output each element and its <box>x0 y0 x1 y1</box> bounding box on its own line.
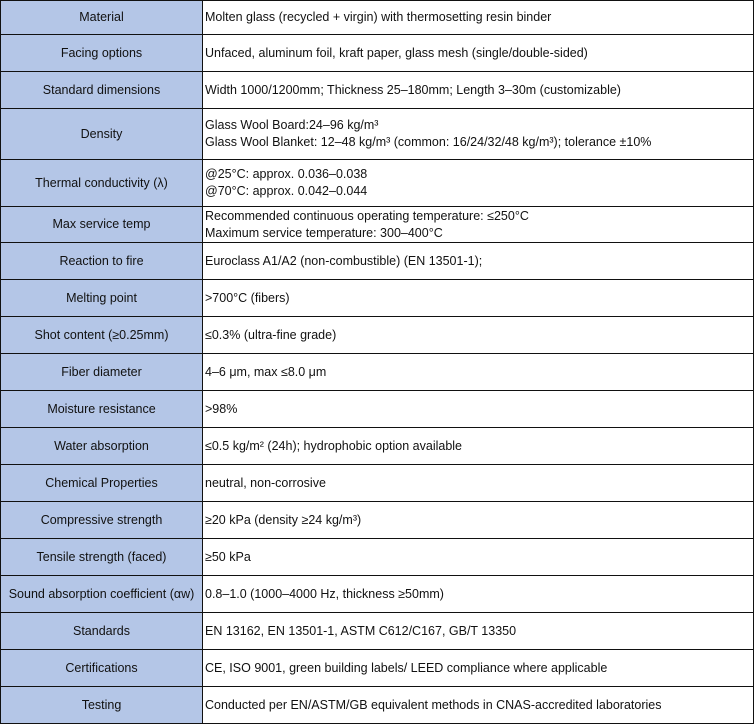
property-value: ≥50 kPa <box>202 538 754 576</box>
property-value: 4–6 μm, max ≤8.0 μm <box>202 353 754 391</box>
value-line: Molten glass (recycled + virgin) with th… <box>205 10 552 24</box>
property-value: EN 13162, EN 13501-1, ASTM C612/C167, GB… <box>202 612 754 650</box>
table-row: Certifications CE, ISO 9001, green buildi… <box>0 649 754 687</box>
table-row: Melting point >700°C (fibers) <box>0 279 754 317</box>
table-row: Chemical Properties neutral, non-corrosiv… <box>0 464 754 502</box>
table-row: Material Molten glass (recycled + virgin)… <box>0 0 754 35</box>
property-label: Shot content (≥0.25mm) <box>0 316 203 354</box>
table-row: Testing Conducted per EN/ASTM/GB equivale… <box>0 686 754 724</box>
value-line: Unfaced, aluminum foil, kraft paper, gla… <box>205 45 588 60</box>
value-line: Conducted per EN/ASTM/GB equivalent meth… <box>205 697 662 712</box>
value-line: >700°C (fibers) <box>205 290 290 305</box>
value-line: EN 13162, EN 13501-1, ASTM C612/C167, GB… <box>205 623 517 638</box>
table-row: Sound absorption coefficient (αw) 0.8–1.0… <box>0 575 754 613</box>
value-line: Glass Wool Board:24–96 kg/m³ <box>205 118 379 132</box>
value-line: 4–6 μm, max ≤8.0 μm <box>205 364 327 379</box>
property-label: Fiber diameter <box>0 353 203 391</box>
property-value: CE, ISO 9001, green building labels/ LEE… <box>202 649 754 687</box>
table-row: Facing options Unfaced, aluminum foil, kr… <box>0 34 754 72</box>
property-value: ≤0.5 kg/m² (24h); hydrophobic option ava… <box>202 427 754 465</box>
table-row: Standards EN 13162, EN 13501-1, ASTM C612… <box>0 612 754 650</box>
property-label: Water absorption <box>0 427 203 465</box>
property-label: Certifications <box>0 649 203 687</box>
property-label: Standards <box>0 612 203 650</box>
value-line: neutral, non-corrosive <box>205 475 326 490</box>
value-line: Maximum service temperature: 300–400°C <box>205 225 443 240</box>
property-label: Sound absorption coefficient (αw) <box>0 575 203 613</box>
property-value: >700°C (fibers) <box>202 279 754 317</box>
property-value: neutral, non-corrosive <box>202 464 754 502</box>
property-label: Moisture resistance <box>0 390 203 428</box>
table-row: Fiber diameter 4–6 μm, max ≤8.0 μm <box>0 353 754 391</box>
value-line: 0.8–1.0 (1000–4000 Hz, thickness ≥50mm) <box>205 586 444 601</box>
value-line: Glass Wool Blanket: 12–48 kg/m³ (common:… <box>205 135 652 149</box>
property-label: Tensile strength (faced) <box>0 538 203 576</box>
property-label: Testing <box>0 686 203 724</box>
value-line: Euroclass A1/A2 (non-combustible) (EN 13… <box>205 253 483 268</box>
value-line: ≤0.3% (ultra-fine grade) <box>205 327 337 342</box>
property-value: Molten glass (recycled + virgin) with th… <box>202 0 754 35</box>
property-label: Thermal conductivity (λ) <box>0 159 203 207</box>
value-line: @70°C: approx. 0.042–0.044 <box>205 184 368 198</box>
property-value: >98% <box>202 390 754 428</box>
table-row: Reaction to fire Euroclass A1/A2 (non-com… <box>0 242 754 280</box>
property-value: ≤0.3% (ultra-fine grade) <box>202 316 754 354</box>
property-label: Reaction to fire <box>0 242 203 280</box>
table-row: Max service temp Recommended continuous o… <box>0 206 754 243</box>
property-label: Standard dimensions <box>0 71 203 109</box>
value-line: ≤0.5 kg/m² (24h); hydrophobic option ava… <box>205 438 463 453</box>
property-value: Width 1000/1200mm; Thickness 25–180mm; L… <box>202 71 754 109</box>
property-label: Compressive strength <box>0 501 203 539</box>
table-row: Moisture resistance >98% <box>0 390 754 428</box>
value-line: ≥20 kPa (density ≥24 kg/m³) <box>205 512 362 527</box>
value-line: Recommended continuous operating tempera… <box>205 208 529 223</box>
property-value: Glass Wool Board:24–96 kg/m³ Glass Wool B… <box>202 108 754 160</box>
value-line: Width 1000/1200mm; Thickness 25–180mm; L… <box>205 82 621 97</box>
property-label: Max service temp <box>0 206 203 243</box>
property-value: @25°C: approx. 0.036–0.038 @70°C: approx.… <box>202 159 754 207</box>
value-line: >98% <box>205 401 238 416</box>
property-label: Material <box>0 0 203 35</box>
property-value: Unfaced, aluminum foil, kraft paper, gla… <box>202 34 754 72</box>
table-row: Compressive strength ≥20 kPa (density ≥24… <box>0 501 754 539</box>
property-label: Melting point <box>0 279 203 317</box>
property-value: 0.8–1.0 (1000–4000 Hz, thickness ≥50mm) <box>202 575 754 613</box>
property-label: Chemical Properties <box>0 464 203 502</box>
table-row: Standard dimensions Width 1000/1200mm; Th… <box>0 71 754 109</box>
table-row: Water absorption ≤0.5 kg/m² (24h); hydrop… <box>0 427 754 465</box>
value-line: ≥50 kPa <box>205 549 251 564</box>
property-label: Facing options <box>0 34 203 72</box>
value-line: @25°C: approx. 0.036–0.038 <box>205 167 368 181</box>
table-row: Density Glass Wool Board:24–96 kg/m³ Glass… <box>0 108 754 160</box>
table-row: Tensile strength (faced) ≥50 kPa <box>0 538 754 576</box>
property-value: ≥20 kPa (density ≥24 kg/m³) <box>202 501 754 539</box>
table-row: Shot content (≥0.25mm) ≤0.3% (ultra-fine … <box>0 316 754 354</box>
table-row: Thermal conductivity (λ) @25°C: approx. 0… <box>0 159 754 207</box>
property-value: Recommended continuous operating tempera… <box>202 206 754 243</box>
value-line: CE, ISO 9001, green building labels/ LEE… <box>205 660 608 675</box>
property-label: Density <box>0 108 203 160</box>
property-value: Conducted per EN/ASTM/GB equivalent meth… <box>202 686 754 724</box>
property-value: Euroclass A1/A2 (non-combustible) (EN 13… <box>202 242 754 280</box>
